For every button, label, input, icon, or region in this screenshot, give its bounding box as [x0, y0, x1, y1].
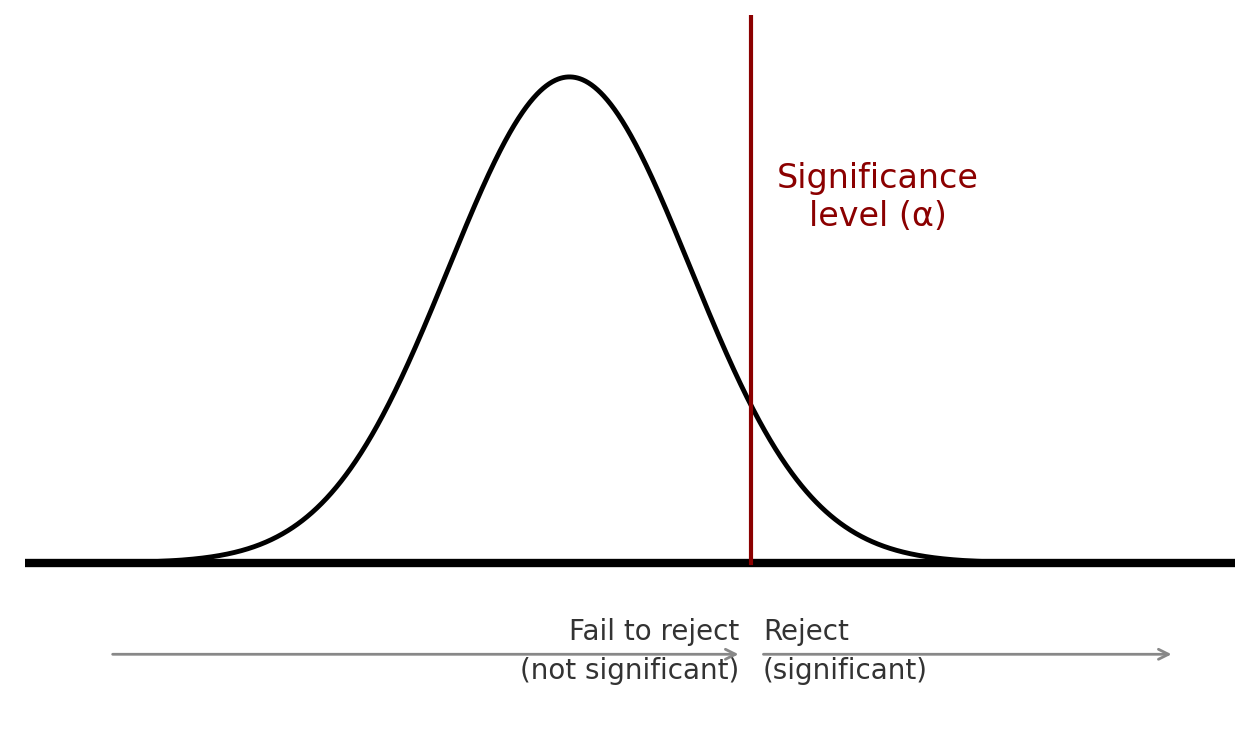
Text: Significance
level (α): Significance level (α)	[777, 162, 979, 233]
Text: Reject
(significant): Reject (significant)	[764, 618, 929, 684]
Text: Fail to reject
(not significant): Fail to reject (not significant)	[519, 618, 738, 684]
